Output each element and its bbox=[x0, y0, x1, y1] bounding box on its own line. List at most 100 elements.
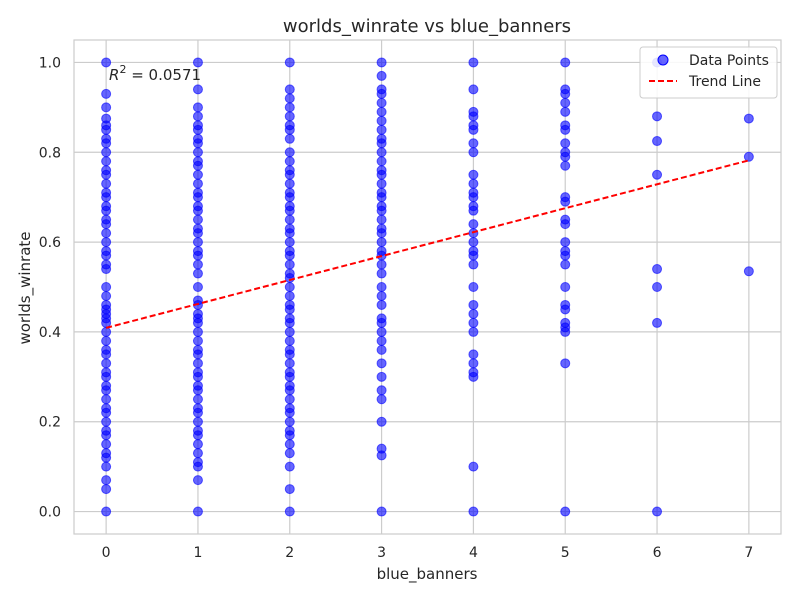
data-point bbox=[376, 57, 387, 68]
legend-marker-data-points bbox=[657, 54, 669, 66]
data-point bbox=[101, 385, 112, 396]
data-point bbox=[284, 349, 295, 360]
data-point bbox=[192, 461, 203, 472]
data-point bbox=[376, 237, 387, 248]
r-squared-exponent: 2 bbox=[119, 63, 126, 76]
data-point bbox=[101, 156, 112, 167]
data-point bbox=[376, 335, 387, 346]
x-tick-label: 1 bbox=[193, 545, 202, 561]
data-point bbox=[101, 358, 112, 369]
data-point bbox=[560, 326, 571, 337]
data-point bbox=[284, 57, 295, 68]
data-point bbox=[376, 70, 387, 81]
data-point bbox=[284, 506, 295, 517]
data-point bbox=[192, 475, 203, 486]
data-point bbox=[192, 205, 203, 216]
data-point bbox=[652, 136, 663, 147]
y-tick-labels: 0.0 0.2 0.4 0.6 0.8 1.0 bbox=[39, 55, 61, 520]
data-point bbox=[468, 219, 479, 230]
data-point bbox=[284, 448, 295, 459]
data-point bbox=[101, 335, 112, 346]
y-tick-label: 0.8 bbox=[39, 145, 61, 161]
data-point bbox=[101, 219, 112, 230]
data-point bbox=[101, 57, 112, 68]
data-point bbox=[560, 506, 571, 517]
data-points-series bbox=[101, 57, 754, 517]
data-point bbox=[192, 102, 203, 113]
r-squared-annotation: R2 = 0.0571 bbox=[109, 63, 201, 84]
data-point bbox=[192, 160, 203, 171]
data-point bbox=[468, 317, 479, 328]
x-tick-label: 4 bbox=[469, 545, 478, 561]
data-point bbox=[284, 102, 295, 113]
data-point bbox=[192, 416, 203, 427]
data-point bbox=[192, 326, 203, 337]
data-point bbox=[468, 205, 479, 216]
data-point bbox=[376, 385, 387, 396]
data-point bbox=[468, 178, 479, 189]
data-point bbox=[101, 178, 112, 189]
data-point bbox=[376, 299, 387, 310]
data-point bbox=[192, 228, 203, 239]
data-point bbox=[284, 228, 295, 239]
data-point bbox=[101, 147, 112, 158]
data-point bbox=[376, 358, 387, 369]
data-point bbox=[468, 138, 479, 149]
r-squared-symbol: R bbox=[109, 66, 119, 84]
data-point bbox=[284, 156, 295, 167]
data-point bbox=[101, 205, 112, 216]
data-point bbox=[284, 93, 295, 104]
data-point bbox=[101, 326, 112, 337]
data-point bbox=[468, 282, 479, 292]
data-point bbox=[284, 259, 295, 270]
x-tick-label: 0 bbox=[102, 545, 111, 561]
data-point bbox=[192, 178, 203, 189]
data-point bbox=[284, 394, 295, 405]
data-point bbox=[560, 124, 571, 135]
x-tick-labels: 0 1 2 3 4 5 6 7 bbox=[102, 545, 754, 561]
plot-frame bbox=[73, 39, 782, 535]
data-point bbox=[468, 308, 479, 319]
data-point bbox=[652, 506, 663, 517]
y-tick-label: 0.2 bbox=[39, 415, 61, 431]
y-tick-label: 0.0 bbox=[39, 505, 61, 521]
data-point bbox=[743, 113, 754, 124]
data-point bbox=[560, 196, 571, 207]
data-point bbox=[284, 133, 295, 144]
data-point bbox=[376, 106, 387, 117]
data-point bbox=[560, 219, 571, 230]
data-point bbox=[101, 407, 112, 418]
data-point bbox=[192, 259, 203, 270]
data-point bbox=[192, 349, 203, 360]
data-point bbox=[192, 407, 203, 418]
legend-box bbox=[639, 46, 778, 99]
legend-label-data-points: Data Points bbox=[689, 53, 769, 69]
chart-title: worlds_winrate vs blue_banners bbox=[283, 16, 571, 37]
x-tick-label: 2 bbox=[285, 545, 294, 561]
data-point bbox=[468, 169, 479, 180]
data-point bbox=[192, 385, 203, 396]
data-point bbox=[376, 228, 387, 239]
data-point bbox=[376, 192, 387, 203]
data-point bbox=[284, 111, 295, 122]
data-point bbox=[284, 290, 295, 301]
x-axis-title: blue_banners bbox=[377, 565, 478, 584]
data-point bbox=[560, 88, 571, 99]
data-point bbox=[192, 138, 203, 149]
data-point bbox=[284, 430, 295, 441]
data-point bbox=[652, 264, 663, 275]
data-point bbox=[192, 394, 203, 405]
data-point bbox=[284, 237, 295, 248]
data-point bbox=[560, 250, 571, 261]
data-point bbox=[192, 192, 203, 203]
data-point bbox=[376, 205, 387, 216]
data-point bbox=[560, 358, 571, 369]
y-tick-label: 1.0 bbox=[39, 55, 61, 71]
data-point bbox=[376, 450, 387, 461]
data-point bbox=[468, 124, 479, 135]
data-point bbox=[376, 282, 387, 292]
data-point bbox=[284, 304, 295, 315]
data-point bbox=[743, 266, 754, 277]
